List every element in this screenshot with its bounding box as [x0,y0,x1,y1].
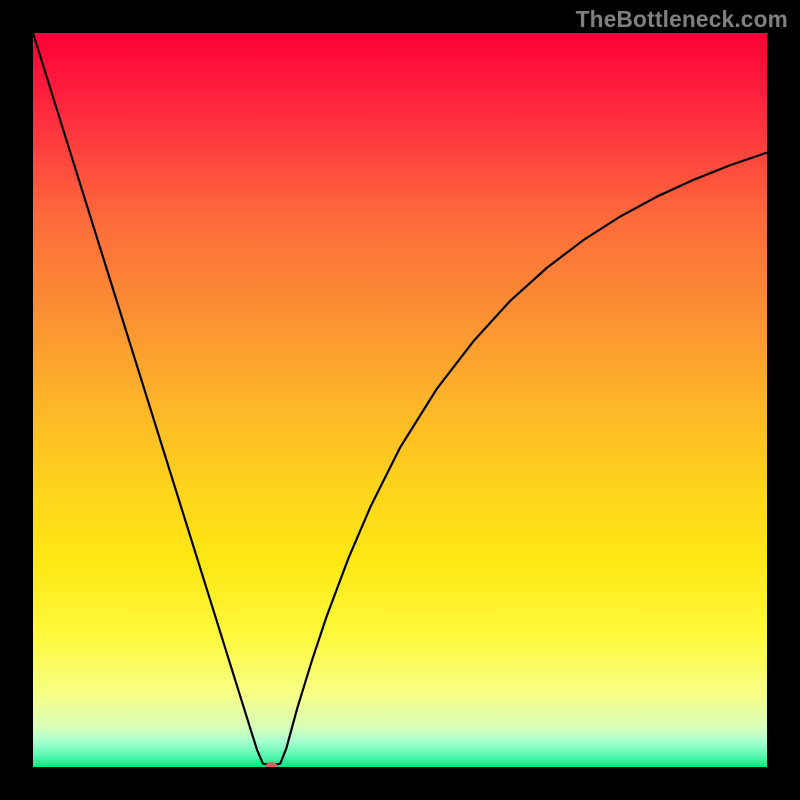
chart-svg [33,33,767,767]
watermark-text: TheBottleneck.com [576,6,788,33]
chart-frame: TheBottleneck.com [0,0,800,800]
plot-area [33,33,767,767]
background-gradient [33,33,767,767]
